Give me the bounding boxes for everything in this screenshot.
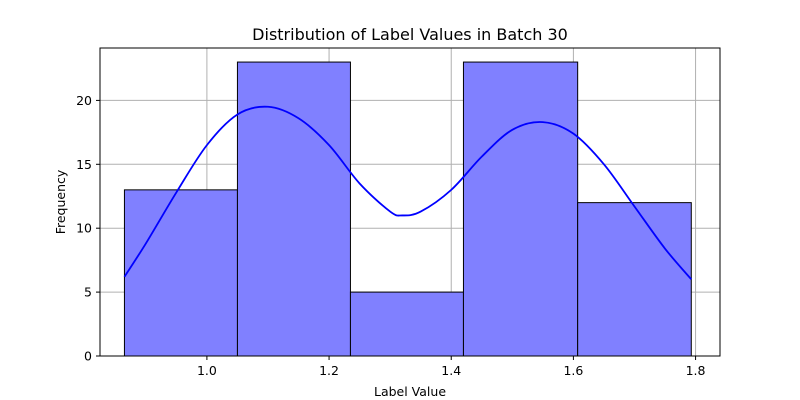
x-tick-label: 1.4 bbox=[441, 363, 461, 378]
kde-curve-layer bbox=[123, 105, 692, 280]
histogram-bar bbox=[462, 61, 579, 357]
y-axis-ticks: 0 5 10 15 20 bbox=[76, 93, 100, 364]
histogram-bar bbox=[349, 291, 464, 357]
plot-area-frame bbox=[99, 47, 721, 357]
histogram-bars bbox=[123, 61, 692, 357]
x-tick-label: 1.2 bbox=[319, 363, 339, 378]
y-axis-label: Frequency bbox=[53, 169, 68, 234]
y-tick-label: 15 bbox=[76, 157, 92, 172]
x-axis-ticks: 1.0 1.2 1.4 1.6 1.8 bbox=[197, 356, 706, 378]
y-tick-label: 10 bbox=[76, 221, 92, 236]
y-tick-label: 0 bbox=[84, 349, 92, 364]
kde-curve bbox=[123, 105, 692, 280]
histogram-bar bbox=[236, 61, 351, 357]
x-tick-label: 1.8 bbox=[686, 363, 706, 378]
x-tick-label: 1.0 bbox=[197, 363, 217, 378]
y-tick-label: 5 bbox=[84, 285, 92, 300]
y-tick-label: 20 bbox=[76, 93, 92, 108]
chart-title: Distribution of Label Values in Batch 30 bbox=[252, 25, 568, 44]
x-tick-label: 1.6 bbox=[563, 363, 583, 378]
histogram-bar bbox=[123, 189, 238, 357]
histogram-bar bbox=[577, 202, 692, 357]
x-axis-label: Label Value bbox=[374, 384, 446, 399]
